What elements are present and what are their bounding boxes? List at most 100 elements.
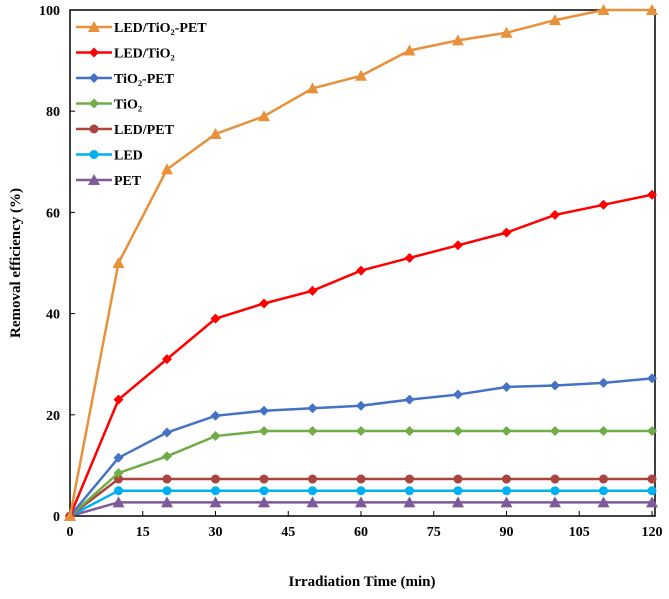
data-point <box>502 486 511 496</box>
legend-entry: LED <box>76 149 143 164</box>
data-point <box>356 486 366 496</box>
data-point <box>550 474 560 484</box>
data-point <box>307 425 318 436</box>
legend-entry: LED/TiO₂ <box>76 47 175 62</box>
data-point <box>210 313 221 324</box>
data-point <box>211 486 220 496</box>
data-point <box>550 425 560 436</box>
data-point <box>453 389 463 400</box>
series-led-tio-pet <box>64 4 658 521</box>
series-led-tio- <box>65 189 657 521</box>
x-tick-label: 30 <box>209 525 223 540</box>
data-point <box>112 496 125 508</box>
data-point <box>598 377 609 388</box>
data-point <box>258 496 270 508</box>
y-axis-label: Removal efficiency (%) <box>8 188 24 338</box>
data-point <box>210 410 221 421</box>
data-point <box>647 373 657 384</box>
data-point <box>306 82 319 94</box>
data-point <box>162 451 172 462</box>
data-point <box>356 474 366 484</box>
data-point <box>646 496 658 508</box>
data-point <box>501 227 512 238</box>
data-point <box>549 14 561 26</box>
y-tick-label: 100 <box>39 4 60 19</box>
x-axis-label: Irradiation Time (min) <box>289 574 436 590</box>
data-point <box>114 486 123 496</box>
data-point <box>259 486 269 496</box>
data-point <box>550 486 560 496</box>
series-led-pet <box>65 474 657 521</box>
legend-marker <box>88 21 100 32</box>
data-point <box>598 199 609 210</box>
data-point <box>647 486 657 496</box>
series-pet <box>64 496 658 521</box>
legend-label: LED/TiO₂-PET <box>114 21 207 36</box>
data-point <box>356 400 366 411</box>
data-point <box>308 474 317 484</box>
legend-label: LED/TiO₂ <box>114 47 175 62</box>
data-point <box>259 474 269 484</box>
data-point <box>501 381 512 392</box>
data-point <box>162 354 172 365</box>
data-point <box>113 467 124 478</box>
data-point <box>161 163 173 175</box>
legend-label: TiO₂-PET <box>114 72 175 87</box>
x-tick-label: 15 <box>136 525 150 540</box>
data-point <box>356 425 366 436</box>
data-point <box>500 496 513 508</box>
data-point <box>161 496 173 508</box>
legend-entry: LED/PET <box>76 123 175 138</box>
data-point <box>646 4 658 15</box>
data-point <box>452 34 464 46</box>
data-point <box>550 209 560 220</box>
legend-marker <box>88 174 100 185</box>
data-point <box>355 496 367 508</box>
data-point <box>355 69 367 81</box>
legend-marker <box>89 73 99 83</box>
series-line <box>69 377 653 517</box>
data-point <box>597 496 610 508</box>
plot-frame <box>69 9 656 517</box>
data-point <box>404 425 415 436</box>
data-point <box>306 496 319 508</box>
data-point <box>405 486 414 496</box>
data-point <box>162 427 172 438</box>
data-point <box>162 474 172 484</box>
data-point <box>307 285 318 296</box>
data-point <box>112 257 125 268</box>
data-point <box>113 452 124 463</box>
data-point <box>162 486 172 496</box>
legend-entry: TiO₂-PET <box>76 72 175 87</box>
data-point <box>210 431 221 442</box>
data-point <box>453 486 463 496</box>
data-point <box>404 252 415 263</box>
data-point <box>404 394 415 405</box>
data-point <box>597 4 610 15</box>
data-point <box>549 496 561 508</box>
y-tick-label: 20 <box>46 409 60 424</box>
data-point <box>599 474 608 484</box>
data-point <box>647 425 657 436</box>
data-point <box>647 474 657 484</box>
legend-marker <box>89 150 99 159</box>
data-point <box>307 403 318 414</box>
legend-label: TiO₂ <box>114 98 142 113</box>
x-tick-label: 120 <box>642 525 663 540</box>
data-point <box>258 110 270 122</box>
legend-marker <box>89 98 99 109</box>
series-led <box>65 486 657 521</box>
y-tick-label: 0 <box>53 510 60 525</box>
data-point <box>209 127 222 139</box>
legend-marker <box>89 47 99 58</box>
data-point <box>647 189 657 200</box>
data-point <box>403 496 416 508</box>
series-line <box>68 193 653 517</box>
legend-label: LED/PET <box>114 123 175 138</box>
data-point <box>453 425 463 436</box>
legend-label: LED <box>114 149 143 164</box>
y-tick-label: 80 <box>46 105 60 120</box>
data-point <box>453 474 463 484</box>
legend-entry: TiO₂ <box>76 98 142 113</box>
